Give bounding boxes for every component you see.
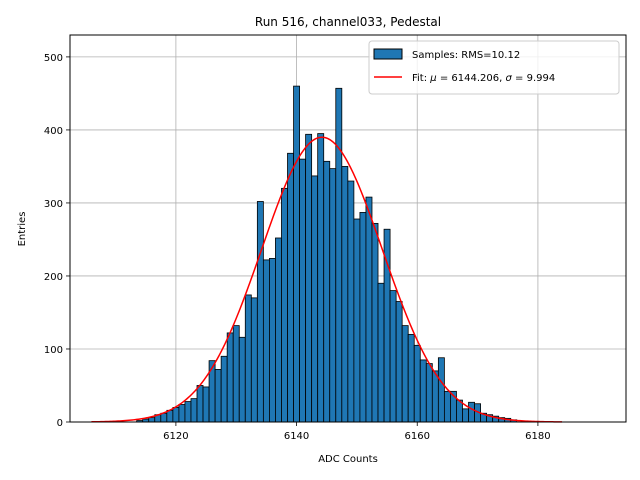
- histogram-bar: [250, 297, 258, 423]
- histogram-bar: [244, 294, 252, 423]
- legend-fit-mu-value: 6144.206: [451, 73, 499, 84]
- x-axis-label: ADC Counts: [318, 454, 378, 465]
- histogram-bar: [196, 385, 204, 423]
- histogram-bar: [256, 201, 264, 423]
- legend-fit-prefix: Fit:: [412, 73, 430, 84]
- y-tick-label: 300: [44, 199, 63, 210]
- y-axis-label: Entries: [17, 212, 28, 247]
- x-tick-label: 6120: [163, 431, 188, 442]
- histogram-bar: [311, 175, 319, 423]
- y-tick-label: 500: [44, 53, 63, 64]
- x-tick-label: 6160: [405, 431, 430, 442]
- histogram-bar: [359, 212, 367, 423]
- legend-fit-sigma-value: 9.994: [527, 73, 556, 84]
- histogram-bar: [323, 160, 331, 423]
- histogram-bar: [160, 412, 168, 423]
- fit-curve: [91, 136, 563, 423]
- histogram-bar: [166, 409, 174, 423]
- histogram-bar: [341, 166, 349, 423]
- histogram-bar: [220, 355, 228, 423]
- x-tick-label: 6180: [525, 431, 550, 442]
- histogram-bar: [238, 336, 246, 423]
- legend-fit-sep: ,: [499, 73, 505, 84]
- legend-fit-label: Fit: μ = 6144.206, σ = 9.994: [412, 73, 555, 84]
- y-tick-label: 200: [44, 272, 63, 283]
- legend-fit-eq-1: =: [437, 73, 452, 84]
- histogram-bar: [148, 417, 156, 423]
- histogram-bar: [389, 290, 397, 423]
- histogram-bar: [293, 85, 300, 423]
- histogram-bar: [275, 237, 282, 423]
- histogram-bar: [401, 325, 409, 423]
- legend-fit-sigma-symbol: σ: [505, 73, 512, 84]
- y-axis: 0 100 200 300 400 500: [44, 53, 70, 429]
- legend-histogram-swatch: [373, 48, 403, 60]
- x-tick-label: 6140: [284, 431, 309, 442]
- histogram-bar: [407, 333, 415, 423]
- histogram-bar: [413, 344, 421, 423]
- histogram-bar: [347, 180, 355, 423]
- chart-title: Run 516, channel033, Pedestal: [255, 15, 441, 29]
- histogram-bar: [202, 386, 210, 423]
- legend-fit-mu-symbol: μ: [429, 73, 436, 84]
- histogram-bar: [172, 406, 180, 423]
- histogram-bar: [431, 370, 439, 423]
- histogram-bar: [305, 133, 313, 423]
- histogram-bar: [437, 357, 445, 423]
- y-tick-label: 400: [44, 126, 63, 137]
- histogram-bar: [269, 258, 276, 423]
- histogram-bar: [395, 301, 403, 423]
- histogram-bar: [443, 390, 451, 423]
- histogram-bar: [462, 408, 469, 423]
- histogram-bar: [184, 401, 192, 423]
- histogram-bar: [377, 282, 385, 423]
- histogram-bar: [299, 158, 307, 423]
- histogram-bar: [262, 259, 270, 423]
- y-tick-label: 0: [57, 418, 63, 429]
- histogram-bar: [317, 133, 325, 423]
- histogram-bar: [335, 87, 343, 423]
- histogram-bar: [329, 168, 337, 423]
- histogram-bar: [214, 369, 222, 423]
- histogram-bar: [178, 404, 186, 423]
- histogram-bar: [365, 196, 373, 423]
- plot-frame: [69, 34, 627, 423]
- histogram-bar: [371, 222, 379, 423]
- x-axis: 6120 6140 6160 6180: [163, 422, 551, 442]
- legend: Samples: RMS=10.12 Fit: μ = 6144.206, σ …: [368, 40, 620, 95]
- histogram-bar: [353, 218, 361, 423]
- histogram-bar: [468, 401, 475, 423]
- legend-fit-eq-2: =: [512, 73, 527, 84]
- histogram-bar: [419, 359, 427, 423]
- histogram-bar: [190, 398, 198, 423]
- histogram-bar: [425, 363, 433, 423]
- legend-box: [368, 40, 620, 95]
- histogram-bar: [226, 332, 234, 423]
- y-tick-label: 100: [44, 345, 63, 356]
- legend-histogram-label: Samples: RMS=10.12: [412, 50, 520, 61]
- histogram-bar: [232, 325, 240, 423]
- histogram-bar: [281, 187, 288, 423]
- histogram-bar: [287, 152, 294, 423]
